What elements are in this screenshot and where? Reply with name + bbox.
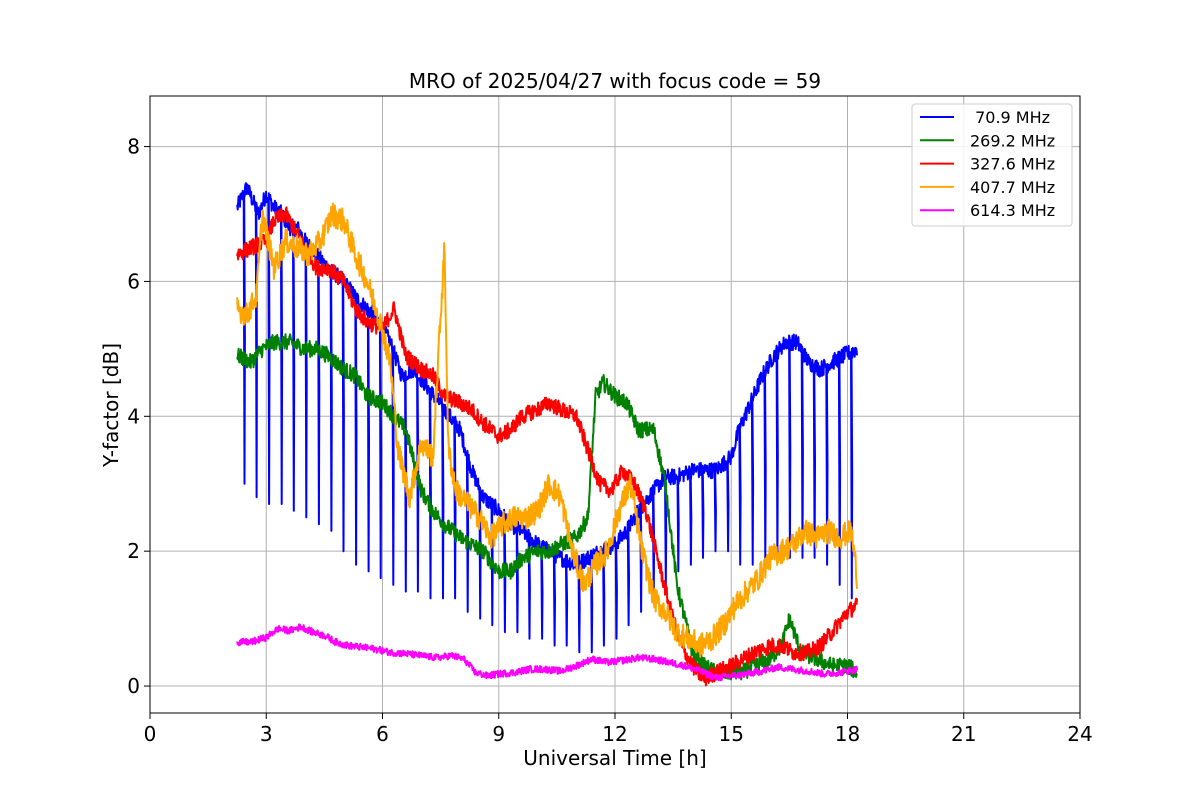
x-tick-label: 6 — [376, 722, 389, 746]
x-tick-label: 3 — [260, 722, 273, 746]
x-axis-label: Universal Time [h] — [523, 746, 706, 770]
series-line — [236, 202, 858, 658]
legend-label: 327.6 MHz — [970, 155, 1055, 174]
y-axis-label: Y-factor [dB] — [99, 343, 123, 468]
y-tick-label: 8 — [127, 135, 140, 159]
series-line — [236, 333, 858, 681]
y-tick-label: 4 — [127, 404, 140, 428]
legend: 70.9 MHz 269.2 MHz 327.6 MHz 407.7 MHz 614.3… — [911, 103, 1073, 227]
x-tick-label: 24 — [1067, 722, 1092, 746]
x-tick-label: 0 — [144, 722, 157, 746]
x-tick-label: 15 — [719, 722, 744, 746]
series-line — [236, 623, 858, 682]
x-tick-label: 18 — [835, 722, 860, 746]
y-tick-label: 0 — [127, 674, 140, 698]
x-tick-label: 9 — [492, 722, 505, 746]
x-axis: 0 3 6 9 12 15 18 21 24 — [144, 713, 1093, 746]
x-tick-label: 21 — [951, 722, 976, 746]
y-axis: 0 2 4 6 8 — [127, 135, 150, 698]
legend-label: 269.2 MHz — [970, 131, 1055, 150]
legend-label: 614.3 MHz — [970, 201, 1055, 220]
chart-title: MRO of 2025/04/27 with focus code = 59 — [409, 69, 821, 93]
y-tick-label: 2 — [127, 539, 140, 563]
series-line — [236, 206, 858, 687]
y-tick-label: 6 — [127, 269, 140, 293]
x-tick-label: 12 — [602, 722, 627, 746]
legend-label: 70.9 MHz — [970, 108, 1050, 127]
series-layer — [236, 182, 858, 687]
legend-box — [911, 103, 1073, 227]
legend-label: 407.7 MHz — [970, 178, 1055, 197]
